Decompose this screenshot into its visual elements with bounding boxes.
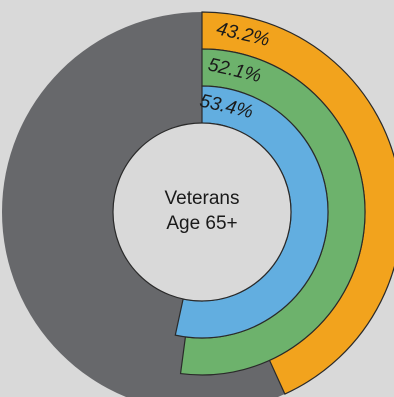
center-disc (112, 122, 292, 302)
center-label-line1: Veterans (165, 188, 240, 209)
center-label-line2: Age 65+ (166, 213, 237, 234)
